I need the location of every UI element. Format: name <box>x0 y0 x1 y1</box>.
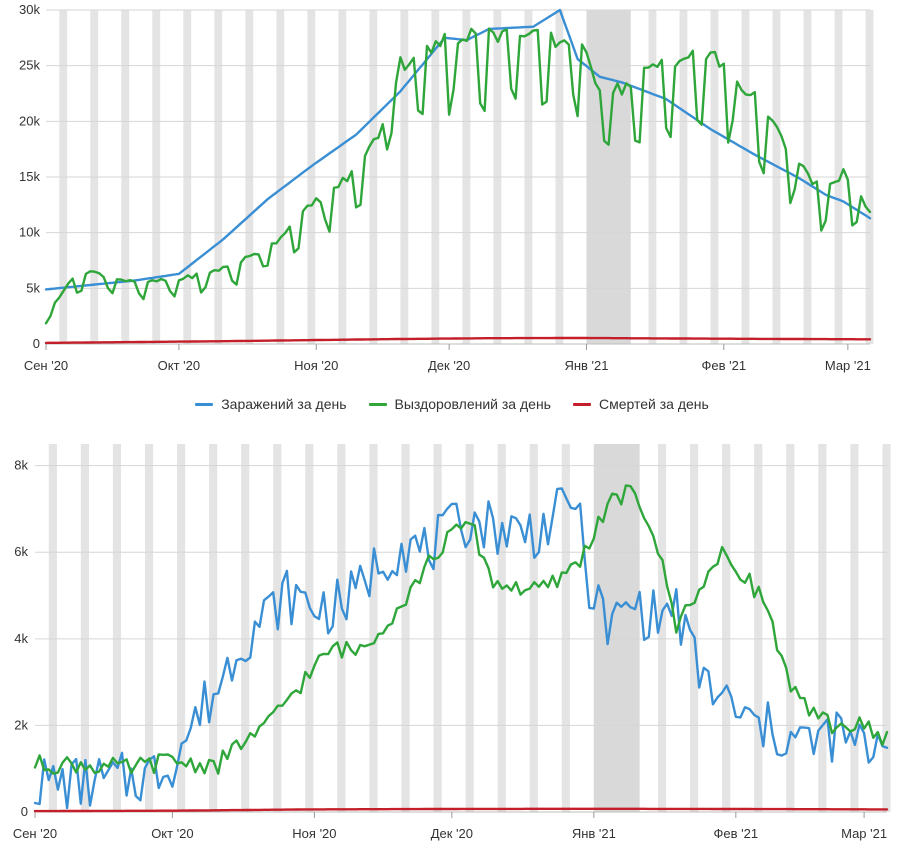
series-line-recovered <box>33 484 889 775</box>
weekend-band <box>337 444 346 812</box>
y-tick-label: 4k <box>14 631 28 646</box>
x-tick-label: Окт '20 <box>158 358 200 373</box>
x-ticks: Сен '20 Окт '20 Ноя '20 Дек '20 Янв '21 Фев '… <box>24 344 871 373</box>
weekend-band <box>722 444 731 812</box>
x-tick-label: Ноя '20 <box>294 358 338 373</box>
x-tick-label: Дек '20 <box>428 358 470 373</box>
x-tick-label: Фев '21 <box>714 826 759 841</box>
weekend-band <box>144 444 154 812</box>
weekend-band <box>48 444 57 812</box>
y-tick-label: 15k <box>19 169 40 184</box>
legend-label-recovered: Выздоровлений за день <box>394 396 551 412</box>
y-tick-label: 10k <box>19 225 40 240</box>
legend-label-infected: Заражений за день <box>221 396 347 412</box>
x-tick-label: Дек '20 <box>431 826 473 841</box>
x-ticks: Сен '20 Окт '20 Ноя '20 Дек '20 Янв '21 Фев '… <box>13 812 887 841</box>
weekend-band <box>209 444 218 812</box>
x-tick-label: Янв '21 <box>572 826 616 841</box>
series-line-infected <box>44 8 872 291</box>
weekend-band <box>177 444 186 812</box>
weekend-band <box>305 444 314 812</box>
weekend-band <box>754 444 763 812</box>
top-chart: 0 5k 10k 15k 20k 25k 30k Сен '20 Окт '20 Ноя '20 Д… <box>19 2 874 373</box>
x-tick-label: Окт '20 <box>151 826 193 841</box>
legend-swatch-infected <box>195 402 214 406</box>
weekend-band <box>625 444 635 812</box>
weekend-band <box>561 444 570 812</box>
y-tick-label: 25k <box>19 58 40 73</box>
weekend-band <box>497 444 506 812</box>
legend-item-infected[interactable]: Заражений за день <box>195 396 347 412</box>
y-tick-label: 20k <box>19 113 40 128</box>
y-tick-label: 5k <box>26 280 40 295</box>
legend-swatch-recovered <box>368 402 387 406</box>
x-tick-label: Фев '21 <box>702 358 747 373</box>
weekend-band <box>786 444 795 812</box>
weekend-band <box>80 444 89 812</box>
legend-label-deaths: Смертей за день <box>598 396 709 412</box>
x-tick-label: Мар '21 <box>841 826 887 841</box>
y-grid: 0 2k 4k 6k 8k <box>14 458 887 819</box>
y-tick-label: 0 <box>33 336 40 351</box>
weekend-band <box>112 444 122 812</box>
y-tick-label: 6k <box>14 544 28 559</box>
weekend-bands <box>48 444 891 812</box>
weekend-band <box>690 444 699 812</box>
x-tick-label: Янв '21 <box>564 358 608 373</box>
weekend-band <box>818 444 827 812</box>
x-tick-label: Ноя '20 <box>292 826 336 841</box>
y-tick-label: 2k <box>14 717 28 732</box>
x-tick-label: Сен '20 <box>24 358 68 373</box>
weekend-band <box>433 444 442 812</box>
legend-item-deaths[interactable]: Смертей за день <box>572 396 709 412</box>
weekend-band <box>465 444 474 812</box>
weekend-band <box>850 444 859 812</box>
legend-swatch-deaths <box>572 402 591 406</box>
y-tick-label: 30k <box>19 2 40 17</box>
weekend-band <box>882 444 891 812</box>
y-tick-label: 0 <box>21 804 28 819</box>
holiday-band <box>593 444 640 812</box>
weekend-band <box>401 444 410 812</box>
weekend-band <box>657 444 667 812</box>
weekend-band <box>241 444 250 812</box>
y-tick-label: 8k <box>14 458 28 473</box>
series-line-infected <box>33 487 889 810</box>
weekend-band <box>273 444 282 812</box>
weekend-band <box>529 444 538 812</box>
weekend-band <box>593 444 602 812</box>
x-tick-label: Мар '21 <box>825 358 871 373</box>
legend: Заражений за день Выздоровлений за день … <box>0 390 904 418</box>
series-line-recovered <box>44 27 872 325</box>
legend-item-recovered[interactable]: Выздоровлений за день <box>368 396 551 412</box>
x-tick-label: Сен '20 <box>13 826 57 841</box>
series-line-deaths <box>33 807 889 813</box>
weekend-band <box>369 444 378 812</box>
series-line-deaths <box>44 336 872 345</box>
